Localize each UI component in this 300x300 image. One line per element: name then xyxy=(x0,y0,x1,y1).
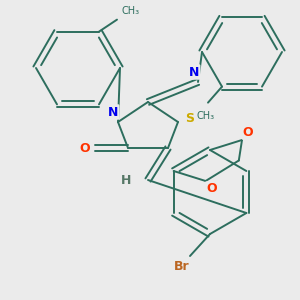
Text: H: H xyxy=(121,173,131,187)
Text: N: N xyxy=(108,106,118,118)
Text: S: S xyxy=(185,112,194,124)
Text: CH₃: CH₃ xyxy=(121,6,139,16)
Text: N: N xyxy=(189,65,199,79)
Text: CH₃: CH₃ xyxy=(197,111,215,121)
Text: Br: Br xyxy=(174,260,190,272)
Text: O: O xyxy=(206,182,217,196)
Text: O: O xyxy=(243,125,253,139)
Text: O: O xyxy=(80,142,90,154)
